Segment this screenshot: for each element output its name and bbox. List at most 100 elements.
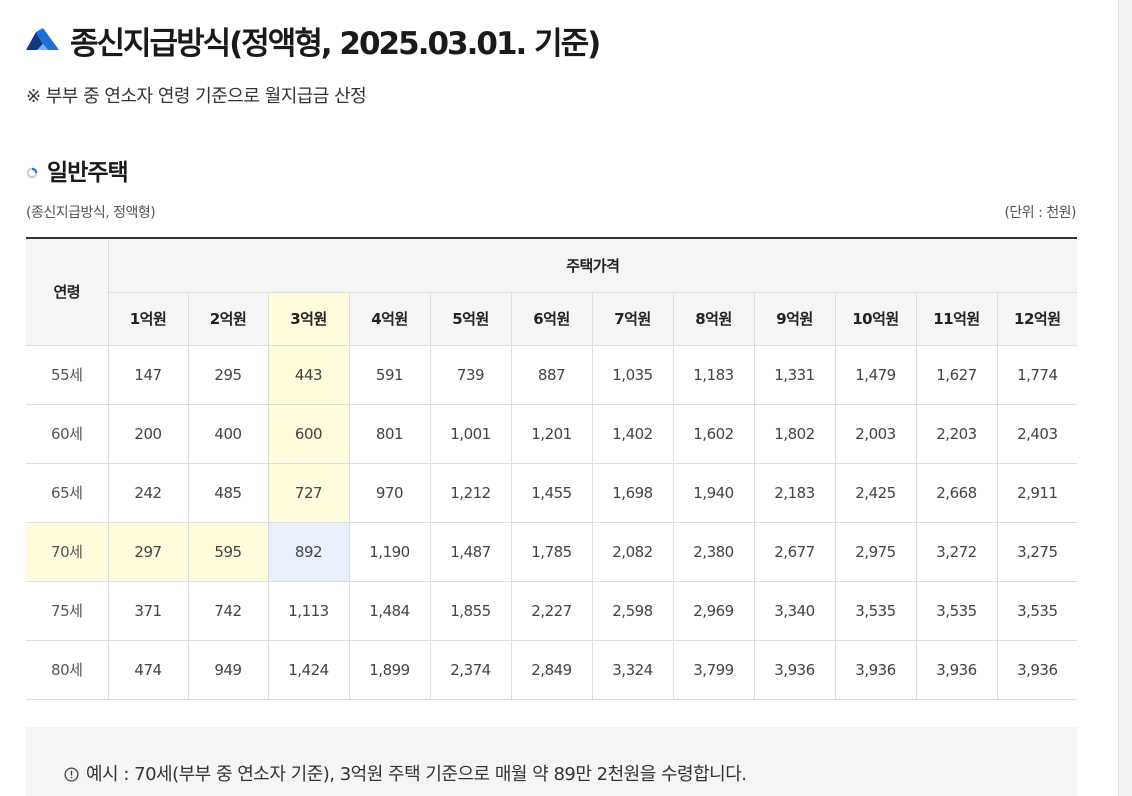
value-cell: 1,201 — [510, 403, 593, 464]
table-row: 80세 474 949 1,424 1,899 2,374 2,849 3,324 3,799 3… — [26, 639, 1078, 700]
value-cell: 1,785 — [510, 521, 593, 582]
table-body: 55세 147 295 443 591 739 887 1,035 1,183 1,331 1,47… — [26, 344, 1078, 700]
value-cell: 1,331 — [753, 344, 836, 405]
value-cell: 371 — [107, 580, 189, 641]
value-cell: 742 — [187, 580, 269, 641]
column-header: 6억원 — [510, 291, 593, 346]
value-cell: 801 — [348, 403, 431, 464]
brand-logo-icon — [26, 28, 60, 52]
column-header: 8억원 — [672, 291, 755, 346]
value-cell: 200 — [107, 403, 189, 464]
value-cell: 1,855 — [429, 580, 512, 641]
table-row: 75세 371 742 1,113 1,484 1,855 2,227 2,598 2,969 3… — [26, 580, 1078, 641]
value-cell: 1,190 — [348, 521, 431, 582]
value-cell: 2,598 — [591, 580, 674, 641]
value-cell: 2,082 — [591, 521, 674, 582]
monthly-payment-table: 연령 주택가격 1억원 2억원 3억원 4억원 5억원 6억원 7억원 8억원 … — [26, 237, 1078, 700]
vertical-scrollbar[interactable] — [1118, 0, 1132, 796]
value-cell: 2,003 — [834, 403, 917, 464]
value-cell: 3,936 — [996, 639, 1078, 700]
column-header: 11억원 — [915, 291, 998, 346]
value-cell: 2,203 — [915, 403, 998, 464]
value-cell: 1,479 — [834, 344, 917, 405]
value-cell: 887 — [510, 344, 593, 405]
value-cell: 3,272 — [915, 521, 998, 582]
value-cell: 1,627 — [915, 344, 998, 405]
info-circle-icon — [64, 766, 79, 782]
value-cell: 1,424 — [267, 639, 350, 700]
age-cell: 65세 — [26, 462, 109, 523]
value-cell: 970 — [348, 462, 431, 523]
value-cell: 295 — [187, 344, 269, 405]
value-cell: 3,936 — [753, 639, 836, 700]
value-cell: 591 — [348, 344, 431, 405]
table-row: 55세 147 295 443 591 739 887 1,035 1,183 1,331 1,47… — [26, 344, 1078, 405]
value-cell: 2,677 — [753, 521, 836, 582]
age-cell: 80세 — [26, 639, 109, 700]
column-header: 5억원 — [429, 291, 512, 346]
column-header: 2억원 — [187, 291, 269, 346]
value-cell: 1,212 — [429, 462, 512, 523]
value-cell: 2,911 — [996, 462, 1078, 523]
house-price-header: 주택가격 — [107, 237, 1078, 293]
value-cell: 3,340 — [753, 580, 836, 641]
age-cell: 70세 — [26, 521, 109, 582]
section-title: 일반주택 — [47, 160, 129, 186]
title-row: 종신지급방식(정액형, 2025.03.01. 기준) — [26, 18, 601, 62]
price-columns-row: 1억원 2억원 3억원 4억원 5억원 6억원 7억원 8억원 9억원 10억원… — [26, 291, 1078, 346]
column-header: 10억원 — [834, 291, 917, 346]
value-cell: 2,668 — [915, 462, 998, 523]
age-cell: 55세 — [26, 344, 109, 405]
value-cell: 1,940 — [672, 462, 755, 523]
column-header: 4억원 — [348, 291, 431, 346]
value-cell: 2,374 — [429, 639, 512, 700]
value-cell: 242 — [107, 462, 189, 523]
value-cell: 3,799 — [672, 639, 755, 700]
value-cell: 2,849 — [510, 639, 593, 700]
value-cell: 892 — [267, 521, 350, 582]
value-cell: 3,936 — [915, 639, 998, 700]
value-cell: 1,402 — [591, 403, 674, 464]
table-row: 60세 200 400 600 801 1,001 1,201 1,402 1,602 1,802… — [26, 403, 1078, 464]
value-cell: 2,975 — [834, 521, 917, 582]
example-text: 예시 : 70세(부부 중 연소자 기준), 3억원 주택 기준으로 매월 약 … — [86, 764, 747, 785]
calculation-note: ※ 부부 중 연소자 연령 기준으로 월지급금 산정 — [26, 86, 367, 107]
value-cell: 3,936 — [834, 639, 917, 700]
page-title: 종신지급방식(정액형, 2025.03.01. 기준) — [70, 25, 601, 62]
value-cell: 3,535 — [834, 580, 917, 641]
value-cell: 1,698 — [591, 462, 674, 523]
value-cell: 400 — [187, 403, 269, 464]
value-cell: 1,774 — [996, 344, 1078, 405]
value-cell: 1,602 — [672, 403, 755, 464]
example-box: 예시 : 70세(부부 중 연소자 기준), 3억원 주택 기준으로 매월 약 … — [26, 727, 1077, 796]
value-cell: 2,403 — [996, 403, 1078, 464]
value-cell: 1,802 — [753, 403, 836, 464]
value-cell: 1,455 — [510, 462, 593, 523]
column-header: 9억원 — [753, 291, 836, 346]
value-cell: 1,487 — [429, 521, 512, 582]
column-header: 1억원 — [108, 291, 189, 346]
value-cell: 474 — [107, 639, 189, 700]
value-cell: 2,227 — [510, 580, 593, 641]
table-caption: (종신지급방식, 정액형) — [26, 205, 156, 221]
age-header: 연령 — [26, 237, 109, 346]
value-cell: 1,001 — [429, 403, 512, 464]
value-cell: 2,380 — [672, 521, 755, 582]
unit-caption: (단위 : 천원) — [1004, 205, 1076, 221]
value-cell: 3,324 — [591, 639, 674, 700]
age-cell: 60세 — [26, 403, 109, 464]
value-cell: 297 — [107, 521, 189, 582]
value-cell: 485 — [187, 462, 269, 523]
column-header: 7억원 — [591, 291, 674, 346]
value-cell: 3,275 — [996, 521, 1078, 582]
table-header-row: 연령 주택가격 — [26, 237, 1078, 346]
value-cell: 3,535 — [996, 580, 1078, 641]
value-cell: 595 — [187, 521, 269, 582]
value-cell: 147 — [107, 344, 189, 405]
value-cell: 3,535 — [915, 580, 998, 641]
column-header: 12억원 — [996, 291, 1078, 346]
ring-bullet-icon — [26, 164, 38, 179]
section-heading: 일반주택 — [26, 153, 129, 187]
value-cell: 1,183 — [672, 344, 755, 405]
value-cell: 443 — [267, 344, 350, 405]
